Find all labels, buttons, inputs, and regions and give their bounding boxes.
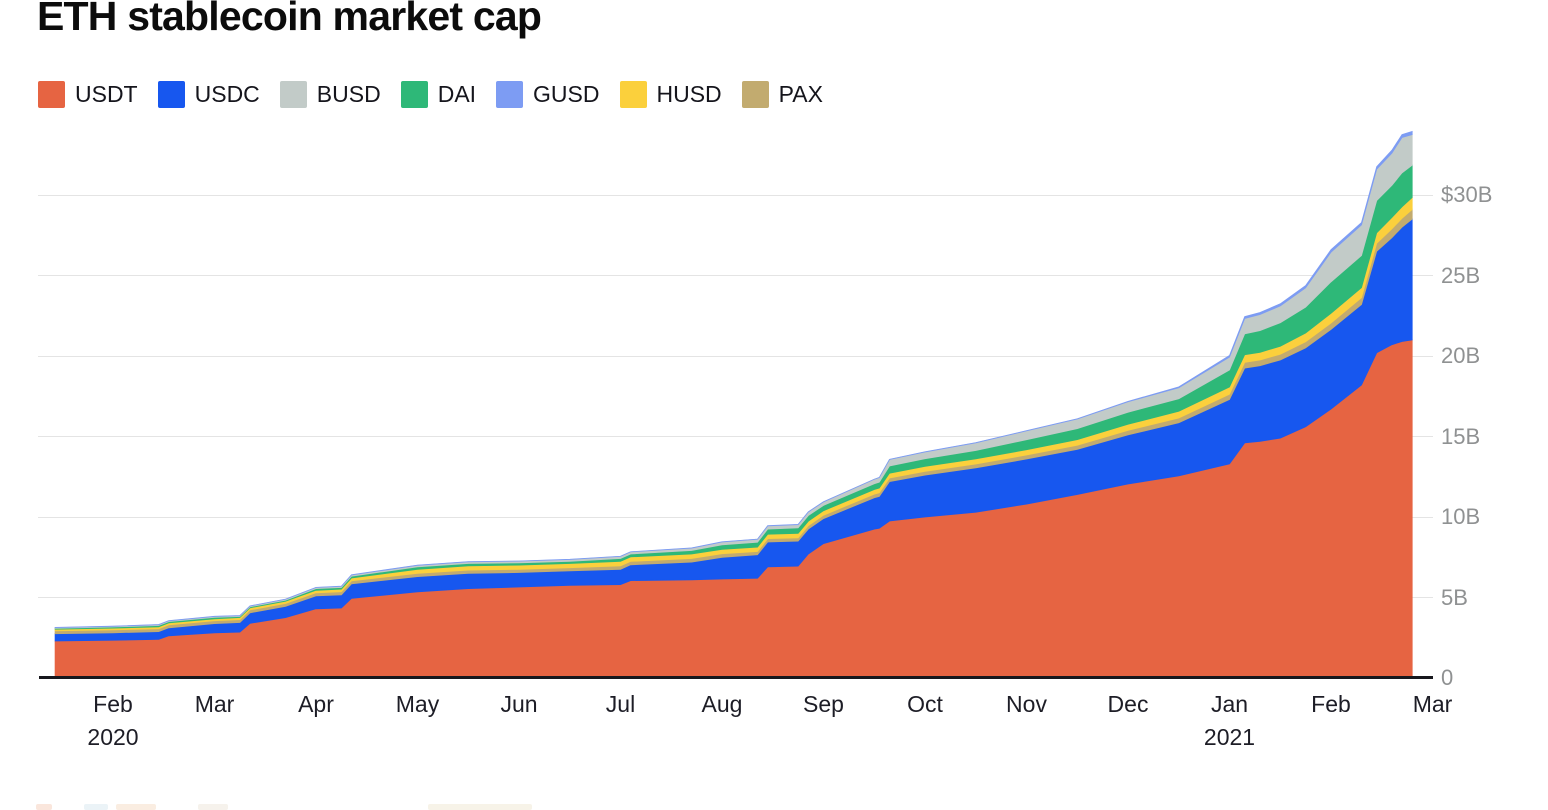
x-axis-label: Mar xyxy=(1412,691,1453,717)
gridline-15b xyxy=(38,436,1433,437)
x-axis-label: Oct xyxy=(907,691,943,717)
x-axis-label: Feb 2020 xyxy=(58,691,168,751)
x-axis-label: Feb xyxy=(1311,691,1351,717)
gridline-25b xyxy=(38,275,1433,276)
x-axis-year-label: 2021 xyxy=(1203,724,1256,750)
area-gusd xyxy=(54,130,1413,629)
legend-label: DAI xyxy=(437,81,477,107)
cropped-attribution-artifact xyxy=(428,804,532,810)
legend: USDT USDC BUSD DAI GUSD HUSD PAX xyxy=(38,81,823,108)
legend-swatch-busd xyxy=(279,81,307,108)
x-axis-label: Sep xyxy=(803,691,844,717)
x-axis-label: Mar xyxy=(194,691,235,717)
legend-label: USDT xyxy=(75,81,138,107)
legend-label: BUSD xyxy=(316,81,381,107)
legend-label: USDC xyxy=(194,81,260,107)
x-axis-label: Jun xyxy=(500,691,538,717)
y-axis-label: $30B xyxy=(1441,182,1493,207)
x-axis-label: Jan 2021 xyxy=(1175,691,1285,751)
x-axis-label: Jul xyxy=(605,691,636,717)
legend-item-pax: PAX xyxy=(741,81,823,108)
legend-item-usdt: USDT xyxy=(38,81,138,108)
legend-item-husd: HUSD xyxy=(619,81,722,108)
legend-swatch-gusd xyxy=(496,81,524,108)
legend-item-gusd: GUSD xyxy=(496,81,600,108)
cropped-attribution-artifact xyxy=(198,804,228,810)
legend-swatch-pax xyxy=(741,81,769,108)
gridline-20b xyxy=(38,355,1433,357)
y-axis-label: 25B xyxy=(1441,262,1481,288)
x-axis-label: Apr xyxy=(298,691,334,717)
cropped-attribution-artifact xyxy=(36,804,52,810)
legend-label: PAX xyxy=(778,81,823,107)
gridline-30b xyxy=(38,194,1433,196)
y-axis-label: 15B xyxy=(1441,423,1481,449)
y-axis-label: 5B xyxy=(1441,584,1468,610)
legend-item-usdc: USDC xyxy=(157,81,260,108)
legend-swatch-husd xyxy=(619,81,647,108)
cropped-attribution-artifact xyxy=(84,804,108,810)
x-axis-label: Aug xyxy=(701,691,743,717)
x-axis-year-label: 2020 xyxy=(87,724,139,750)
legend-item-busd: BUSD xyxy=(279,81,381,108)
x-axis-line xyxy=(39,676,1433,679)
chart-title: ETH stablecoin market cap xyxy=(37,0,542,39)
legend-swatch-dai xyxy=(400,81,428,108)
gridline-10b xyxy=(38,516,1433,518)
y-axis-label: 0 xyxy=(1441,665,1454,690)
y-axis-label: 20B xyxy=(1441,343,1481,368)
x-axis-label: May xyxy=(395,691,440,717)
x-axis-label: Dec xyxy=(1107,691,1149,717)
legend-swatch-usdc xyxy=(157,81,185,108)
x-axis-label: Nov xyxy=(1006,691,1047,717)
y-axis-label: 10B xyxy=(1441,504,1481,529)
legend-label: GUSD xyxy=(533,81,600,107)
legend-item-dai: DAI xyxy=(400,81,477,108)
legend-label: HUSD xyxy=(656,81,722,107)
legend-swatch-usdt xyxy=(38,81,65,108)
cropped-attribution-artifact xyxy=(116,804,156,810)
